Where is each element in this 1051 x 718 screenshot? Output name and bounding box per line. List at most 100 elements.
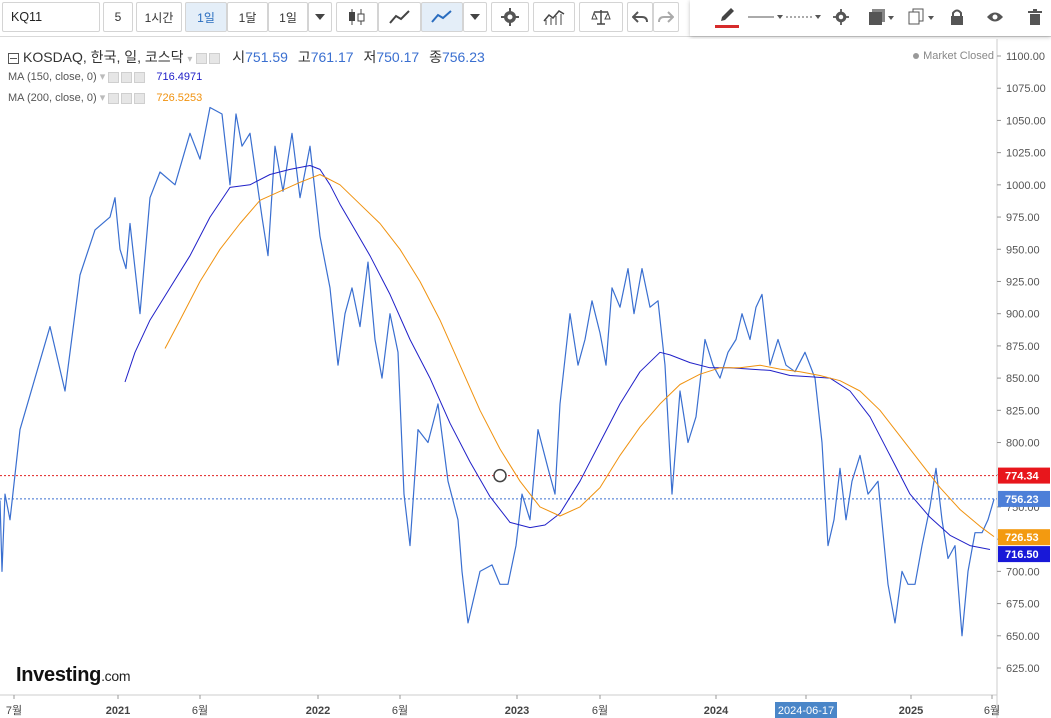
- open-value: 751.59: [245, 49, 288, 65]
- ma150-line-series: [124, 165, 991, 550]
- y-tick-label: 1050.00: [1006, 115, 1046, 127]
- interval-1hour-button[interactable]: 1시간: [136, 2, 182, 32]
- clone-icon: [908, 8, 934, 25]
- dash-style-button[interactable]: [786, 4, 822, 30]
- lock-button[interactable]: [946, 4, 968, 30]
- y-tick-label: 700.00: [1006, 566, 1040, 578]
- low-value: 750.17: [376, 49, 420, 65]
- price-tag-bg: [998, 490, 1050, 507]
- chart-legend: KOSDAQ, 한국, 일, 코스닥 ▾ 시751.59 고761.17 저75…: [8, 47, 485, 67]
- price-tag-bg: [998, 529, 1050, 546]
- undo-button[interactable]: [627, 2, 653, 32]
- y-tick-label: 1100.00: [1006, 51, 1045, 63]
- drawing-settings-button[interactable]: [830, 4, 852, 30]
- x-tick-label: 2021: [106, 705, 130, 717]
- gear-mini-icon[interactable]: [121, 71, 133, 83]
- undo-icon: [632, 11, 648, 23]
- price-tag-label: 726.53: [1005, 532, 1039, 544]
- y-tick-label: 900.00: [1006, 309, 1040, 321]
- y-tick-label: 1075.00: [1006, 83, 1046, 95]
- pen-tool-button[interactable]: [710, 4, 744, 30]
- x-tick-label: 2025: [899, 705, 923, 717]
- chart-type-dropdown-button[interactable]: [463, 2, 487, 32]
- y-tick-label: 925.00: [1006, 276, 1040, 288]
- area-chart-icon: [388, 10, 410, 24]
- symbol-input[interactable]: KQ11: [2, 2, 100, 32]
- line-style-button[interactable]: [748, 4, 784, 30]
- candlestick-chart-button[interactable]: [336, 2, 378, 32]
- high-label: 고: [297, 49, 311, 65]
- y-tick-label: 625.00: [1006, 663, 1040, 675]
- y-tick-label: 825.00: [1006, 405, 1040, 417]
- dotted-line-icon: [786, 15, 821, 19]
- close-label: 종: [429, 49, 442, 65]
- collapse-icon[interactable]: [8, 52, 19, 64]
- area-chart-button[interactable]: [378, 2, 421, 32]
- y-tick-label: 1025.00: [1006, 148, 1046, 160]
- price-tag-label: 716.50: [1005, 549, 1039, 561]
- eye-toggle-icon[interactable]: [196, 52, 208, 64]
- x-tick-label: 2024: [704, 705, 729, 717]
- interval-1month-button[interactable]: 1달: [227, 2, 268, 32]
- x-tick-label: 6월: [984, 704, 1000, 717]
- indicators-icon: [543, 10, 565, 25]
- line-chart-button[interactable]: [421, 2, 463, 32]
- indicators-button[interactable]: [533, 2, 575, 32]
- status-dot-icon: [913, 53, 920, 60]
- redo-icon: [658, 11, 674, 23]
- x-tick-label: 6월: [192, 704, 208, 717]
- pen-color-indicator: [715, 25, 739, 28]
- caret-down-icon[interactable]: ▾: [99, 71, 106, 83]
- y-tick-label: 975.00: [1006, 212, 1040, 224]
- redo-button[interactable]: [653, 2, 679, 32]
- visibility-button[interactable]: [984, 4, 1006, 30]
- y-tick-label: 1000.00: [1006, 180, 1046, 192]
- layer-button[interactable]: [864, 4, 898, 30]
- high-value: 761.17: [310, 49, 354, 65]
- gear-icon: [501, 8, 519, 26]
- chevron-down-icon: [315, 14, 325, 20]
- y-tick-label: 675.00: [1006, 599, 1040, 611]
- chevron-down-icon: [470, 14, 480, 20]
- solid-line-icon: [748, 15, 783, 19]
- logo-name: Investing: [16, 664, 102, 686]
- interval-value-button[interactable]: 5: [103, 2, 133, 32]
- caret-down-icon[interactable]: ▾: [99, 92, 106, 104]
- price-tag-bg: [998, 546, 1050, 563]
- interval-custom-button[interactable]: 1일: [268, 2, 308, 32]
- eye-icon: [987, 12, 1003, 22]
- indicator-ma150-label: MA (150, close, 0): [8, 71, 97, 83]
- open-label: 시: [232, 49, 246, 65]
- delete-button[interactable]: [1024, 4, 1046, 30]
- compare-button[interactable]: [579, 2, 623, 32]
- interval-1day-button[interactable]: 1일: [185, 2, 227, 32]
- y-tick-label: 950.00: [1006, 244, 1040, 256]
- y-tick-label: 875.00: [1006, 341, 1040, 353]
- indicator-ma150-row: MA (150, close, 0) ▾ 716.4971: [8, 70, 202, 83]
- eye-toggle-icon[interactable]: [108, 92, 120, 104]
- drawing-toolbar: [690, 0, 1051, 36]
- eye-toggle-icon[interactable]: [108, 71, 120, 83]
- gear-icon: [833, 9, 849, 25]
- gear-mini-icon[interactable]: [121, 92, 133, 104]
- close-mini-icon[interactable]: [134, 71, 146, 83]
- settings-button[interactable]: [491, 2, 529, 32]
- price-tag-label: 774.34: [1005, 471, 1040, 483]
- caret-down-icon[interactable]: ▾: [187, 54, 193, 65]
- clone-button[interactable]: [904, 4, 938, 30]
- candlestick-icon: [349, 9, 365, 25]
- low-label: 저: [363, 49, 377, 65]
- gear-mini-icon[interactable]: [209, 52, 221, 64]
- close-mini-icon[interactable]: [134, 92, 146, 104]
- investing-logo: Investing.com: [16, 664, 131, 687]
- plot-background: [0, 39, 997, 695]
- price-chart[interactable]: 625.00650.00675.00700.00725.00750.00775.…: [0, 37, 1051, 718]
- interval-dropdown-button[interactable]: [308, 2, 332, 32]
- indicator-ma200-value: 726.5253: [156, 92, 203, 104]
- logo-suffix: .com: [101, 668, 131, 684]
- indicator-ma150-value: 716.4971: [156, 71, 203, 83]
- x-tick-label: 2022: [306, 705, 330, 717]
- pencil-icon: [721, 8, 734, 21]
- market-status-text: Market Closed: [923, 50, 994, 62]
- y-tick-label: 800.00: [1006, 438, 1040, 450]
